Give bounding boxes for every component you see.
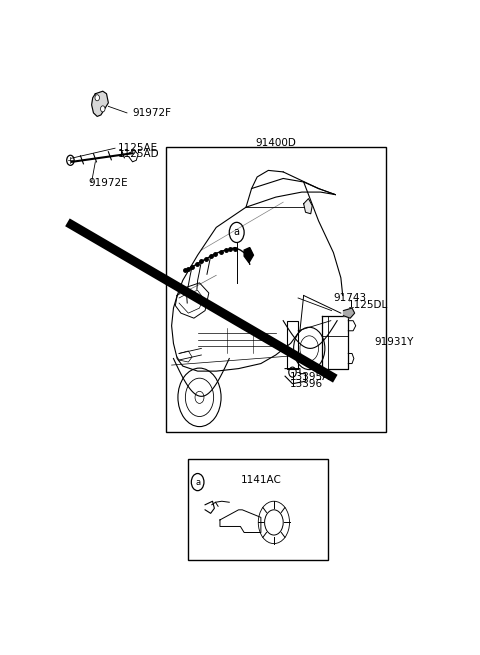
Text: a: a: [234, 227, 240, 237]
Text: 1141AC: 1141AC: [240, 475, 281, 485]
Polygon shape: [92, 91, 108, 117]
Text: 13395A: 13395A: [290, 371, 330, 382]
Polygon shape: [344, 308, 355, 318]
Text: 1125DL: 1125DL: [348, 299, 388, 310]
Text: a: a: [195, 477, 200, 487]
Circle shape: [95, 95, 99, 101]
Text: 1125AE: 1125AE: [118, 143, 158, 153]
Text: 13396: 13396: [290, 379, 323, 388]
Circle shape: [100, 106, 105, 112]
Polygon shape: [244, 248, 253, 263]
Text: 91972F: 91972F: [132, 108, 171, 118]
Bar: [188, 459, 328, 560]
Text: 91400D: 91400D: [255, 138, 296, 148]
Polygon shape: [304, 198, 312, 214]
Text: 1125AD: 1125AD: [118, 149, 159, 159]
Bar: [166, 147, 385, 432]
Text: 91931Y: 91931Y: [374, 337, 414, 347]
Text: 91743: 91743: [334, 293, 367, 303]
Text: 91972E: 91972E: [88, 178, 128, 188]
